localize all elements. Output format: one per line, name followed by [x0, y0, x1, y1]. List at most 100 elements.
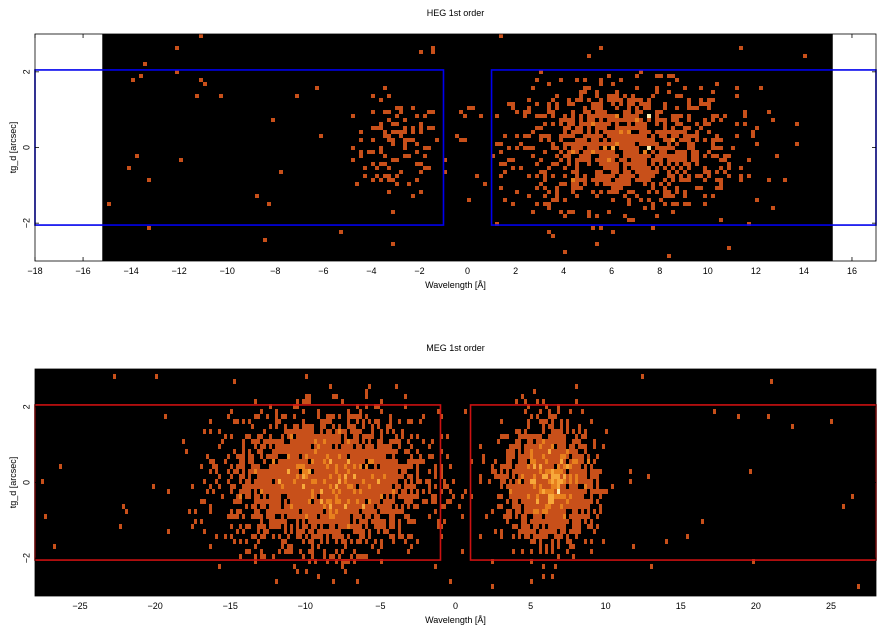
event-bin: [591, 118, 595, 122]
event-bin: [755, 198, 759, 202]
event-bin: [503, 474, 506, 479]
event-bin: [257, 499, 260, 504]
event-bin: [139, 74, 143, 78]
event-bin: [299, 504, 302, 509]
event-bin: [365, 494, 368, 499]
event-bin: [359, 494, 362, 499]
event-bin: [356, 524, 359, 529]
event-bin: [293, 489, 296, 494]
event-bin: [416, 434, 419, 439]
event-bin: [679, 174, 683, 178]
event-bin: [535, 78, 539, 82]
event-bin: [281, 519, 284, 524]
event-bin: [308, 399, 311, 404]
event-bin: [440, 469, 443, 474]
event-bin: [356, 449, 359, 454]
event-bin: [701, 519, 704, 524]
event-bin: [269, 484, 272, 489]
event-bin: [290, 524, 293, 529]
event-bin: [572, 484, 575, 489]
event-bin: [365, 444, 368, 449]
event-bin: [591, 146, 595, 150]
event-bin: [524, 524, 527, 529]
event-bin: [554, 474, 557, 479]
event-bin: [587, 142, 591, 146]
event-bin: [579, 98, 583, 102]
event-bin: [263, 474, 266, 479]
event-bin: [579, 186, 583, 190]
event-bin: [314, 459, 317, 464]
event-bin: [563, 114, 567, 118]
event-bin: [596, 474, 599, 479]
event-bin: [403, 146, 407, 150]
event-bin: [611, 146, 615, 150]
event-bin: [515, 499, 518, 504]
event-bin: [347, 484, 350, 489]
event-bin: [723, 114, 727, 118]
event-bin: [615, 94, 619, 98]
event-bin: [368, 419, 371, 424]
event-bin: [347, 439, 350, 444]
event-bin: [551, 459, 554, 464]
event-bin: [245, 524, 248, 529]
event-bin: [703, 202, 707, 206]
event-bin: [407, 549, 410, 554]
event-bin: [290, 469, 293, 474]
event-bin: [619, 98, 623, 102]
event-bin: [524, 494, 527, 499]
event-bin: [488, 479, 491, 484]
event-bin: [341, 504, 344, 509]
event-bin: [320, 424, 323, 429]
event-bin: [323, 469, 326, 474]
event-bin: [679, 130, 683, 134]
event-bin: [524, 534, 527, 539]
event-bin: [512, 444, 515, 449]
event-bin: [353, 439, 356, 444]
event-bin: [368, 529, 371, 534]
event-bin: [530, 529, 533, 534]
event-bin: [422, 414, 425, 419]
event-bin: [521, 529, 524, 534]
event-bin: [545, 469, 548, 474]
event-bin: [227, 454, 230, 459]
event-bin: [615, 90, 619, 94]
event-bin: [314, 454, 317, 459]
event-bin: [495, 142, 499, 146]
event-bin: [536, 469, 539, 474]
event-bin: [236, 419, 239, 424]
event-bin: [463, 114, 467, 118]
event-bin: [557, 469, 560, 474]
event-bin: [491, 584, 494, 589]
event-bin: [572, 554, 575, 559]
event-bin: [595, 134, 599, 138]
event-bin: [635, 86, 639, 90]
event-bin: [463, 138, 467, 142]
event-bin: [362, 459, 365, 464]
event-bin: [590, 494, 593, 499]
event-bin: [392, 499, 395, 504]
event-bin: [578, 519, 581, 524]
event-bin: [440, 449, 443, 454]
event-bin: [623, 114, 627, 118]
event-bin: [236, 464, 239, 469]
event-bin: [591, 178, 595, 182]
event-bin: [545, 439, 548, 444]
event-bin: [547, 206, 551, 210]
event-bin: [416, 449, 419, 454]
event-bin: [596, 479, 599, 484]
event-bin: [413, 459, 416, 464]
event-bin: [627, 198, 631, 202]
event-bin: [389, 444, 392, 449]
event-bin: [524, 449, 527, 454]
event-bin: [599, 82, 603, 86]
event-bin: [563, 142, 567, 146]
event-bin: [293, 449, 296, 454]
event-bin: [615, 182, 619, 186]
event-bin: [551, 98, 555, 102]
event-bin: [683, 86, 687, 90]
event-bin: [335, 549, 338, 554]
event-bin: [667, 142, 671, 146]
event-bin: [635, 106, 639, 110]
event-bin: [533, 484, 536, 489]
event-bin: [595, 90, 599, 94]
